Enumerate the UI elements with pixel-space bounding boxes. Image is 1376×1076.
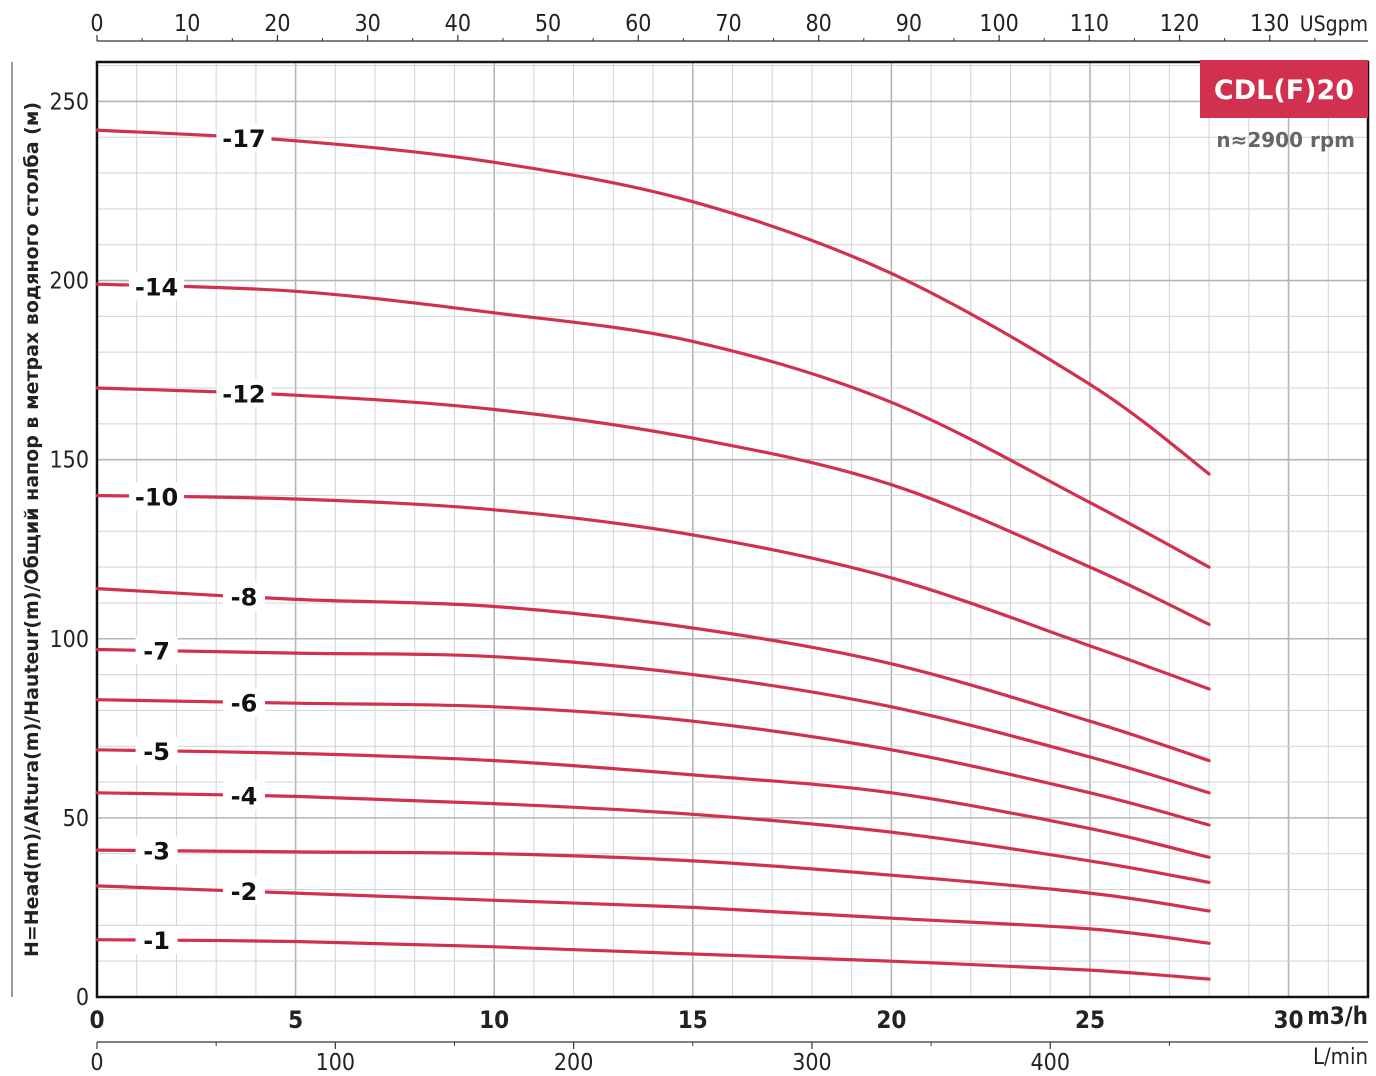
bottom-tick-label: 10: [479, 1006, 509, 1034]
top-tick-label: 10: [174, 11, 200, 37]
top-axis-unit: USgpm: [1300, 12, 1368, 36]
y-tick-label: 100: [50, 627, 90, 653]
curve-label: -1: [143, 927, 170, 955]
top-tick-label: 60: [625, 11, 651, 37]
curve-stage-8: [95, 587, 1211, 763]
bottom-tick-label: 30: [1274, 1006, 1304, 1034]
curve-label-bg: [135, 636, 178, 665]
curve-label-bg: [222, 877, 265, 906]
curve-label: -14: [135, 273, 178, 301]
top-tick-label: 110: [1070, 11, 1110, 37]
curve-label: -17: [222, 125, 265, 153]
y-tick-label: 0: [76, 985, 89, 1011]
model-badge-box: [1200, 60, 1368, 118]
lmin-axis-unit: L/min: [1313, 1045, 1368, 1070]
top-tick-label: 0: [90, 11, 103, 37]
bottom-tick-label: 0: [89, 1006, 104, 1034]
bottom-tick-label: 5: [288, 1006, 303, 1034]
plot-frame: [95, 60, 1370, 999]
curve-stage-17: [95, 128, 1211, 476]
y-tick-label: 250: [50, 89, 90, 115]
curve-label: -4: [231, 782, 258, 810]
curve-label: -8: [231, 584, 258, 612]
top-tick-label: 100: [979, 11, 1019, 37]
top-tick-label: 80: [806, 11, 832, 37]
top-tick-label: 40: [445, 11, 471, 37]
model-badge: CDL(F)20: [1200, 60, 1368, 118]
curve-label: -2: [231, 878, 258, 906]
curve-stage-14: [95, 282, 1211, 569]
curve-stage-3: [95, 848, 1211, 913]
curve-stage-5: [95, 748, 1211, 859]
top-tick-label: 70: [715, 11, 741, 37]
lmin-tick-label: 0: [90, 1050, 103, 1076]
top-tick-label: 50: [535, 11, 561, 37]
curve-label: -7: [143, 638, 170, 666]
curve-stage-1: [95, 938, 1211, 981]
curve-label-bg: [222, 688, 265, 717]
top-tick-label: 90: [896, 11, 922, 37]
bottom-tick-label: 15: [678, 1006, 708, 1034]
curve-label-bg: [222, 781, 265, 810]
curve-label-bg: [135, 736, 178, 765]
curve-stage-6: [95, 698, 1211, 827]
curve-label: -5: [143, 738, 170, 766]
bottom-axis-unit: m3/h: [1307, 1002, 1368, 1030]
curve-label-bg: [135, 836, 178, 865]
lmin-tick-label: 400: [1031, 1050, 1071, 1076]
curve-stage-4: [95, 791, 1211, 884]
y-tick-label: 150: [50, 448, 90, 474]
top-tick-label: 120: [1160, 11, 1200, 37]
speed-label: n≈2900 rpm: [1216, 128, 1355, 152]
top-tick-label: 30: [354, 11, 380, 37]
top-tick-label: 130: [1250, 11, 1290, 37]
y-axis-label: H=Head(m)/Altura(m)/Hauteur(m)/Общий нап…: [21, 102, 43, 957]
curve-stage-10: [95, 493, 1211, 691]
lmin-tick-label: 300: [792, 1050, 832, 1076]
curve-label-bg: [216, 379, 272, 408]
curve-label: -6: [231, 689, 258, 717]
curve-label-bg: [216, 124, 272, 153]
lmin-tick-label: 100: [316, 1050, 356, 1076]
lmin-tick-label: 200: [554, 1050, 594, 1076]
grid: [97, 62, 1368, 997]
curve-label-bg: [129, 272, 185, 301]
bottom-tick-label: 25: [1075, 1006, 1105, 1034]
model-name: CDL(F)20: [1214, 75, 1354, 106]
curve-label: -12: [222, 380, 265, 408]
curve-label: -3: [143, 838, 170, 866]
y-tick-label: 50: [63, 806, 89, 832]
curves: [95, 128, 1211, 981]
curve-stage-7: [95, 647, 1211, 795]
curve-labels: -17 -14 -12 -10 -8 -7 -6 -5 -4 -3 -2 -1: [129, 124, 272, 955]
y-tick-label: 200: [50, 269, 90, 295]
curve-stage-2: [95, 884, 1211, 945]
top-tick-label: 20: [264, 11, 290, 37]
curve-label: -10: [135, 484, 178, 512]
curve-label-bg: [135, 926, 178, 955]
bottom-tick-label: 20: [876, 1006, 906, 1034]
curve-label-bg: [222, 582, 265, 611]
curve-label-bg: [129, 482, 185, 511]
curve-stage-12: [95, 386, 1211, 626]
